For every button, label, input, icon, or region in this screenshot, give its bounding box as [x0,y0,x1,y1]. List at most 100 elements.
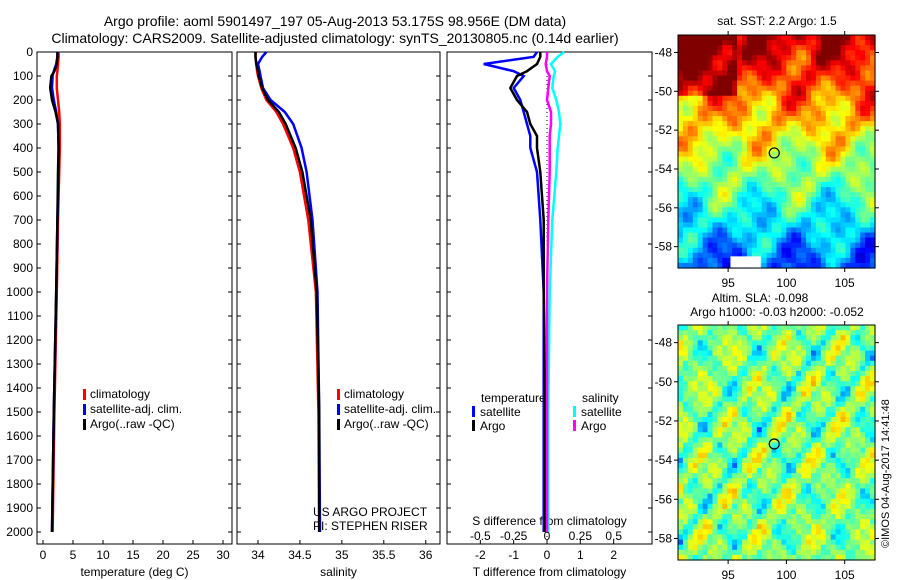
map-cell [692,544,699,551]
map-cell [801,360,807,367]
x-tick-label: 15 [126,548,140,562]
map-cell [732,222,738,229]
map-cell [776,401,783,408]
map-cell [806,156,812,163]
map-cell [746,146,753,153]
map-cell [850,156,856,163]
map-cell [737,186,743,193]
map-cell [692,50,699,56]
map-cell [766,126,773,132]
map-cell [771,340,778,347]
map-cell [712,365,718,372]
map-cell [751,350,758,357]
map-cell [835,493,842,500]
map-cell [761,432,768,438]
map-cell [840,212,847,218]
map-cell [697,126,704,132]
map-cell [707,156,714,163]
map-cell [781,493,787,500]
map-cell [707,554,714,561]
map-cell [840,105,847,112]
map-cell [776,110,783,117]
map-cell [702,131,709,137]
map-cell [781,396,787,403]
map-cell [870,141,876,148]
map-cell [845,262,851,269]
map-cell [860,85,866,92]
map-cell [776,519,783,525]
map-cell [835,524,842,530]
map-cell [751,534,758,541]
map-cell [737,345,743,352]
map-cell [761,45,768,51]
map-cell [771,514,778,520]
map-cell [707,519,714,525]
map-cell [850,35,856,41]
map-cell [746,386,753,393]
map-cell [746,422,753,428]
map-cell [712,529,718,536]
map-cell [806,192,812,198]
map-cell [707,422,714,428]
map-cell [786,126,792,132]
map-cell [830,116,837,122]
map-cell [865,462,871,469]
map-cell [746,171,753,178]
map-cell [737,242,743,249]
map-cell [865,192,871,198]
map-cell [791,386,797,393]
map-cell [786,370,792,377]
map-cell [692,131,699,137]
map-cell [865,391,871,398]
map-cell [801,146,807,153]
map-cell [791,447,797,454]
map-cell [820,95,827,102]
map-cell [850,146,856,153]
map-cell [756,411,763,418]
map-cell [678,381,684,387]
map-cell [840,55,847,61]
map-cell [806,355,812,362]
map-cell [781,40,787,46]
map-cell [727,488,733,495]
map-cell [791,539,797,546]
map-cell [766,217,773,224]
map-cell [830,549,837,556]
map-cell [712,146,718,153]
map-cell [746,529,753,536]
map-cell [796,493,802,500]
map-cell [707,411,714,418]
map-cell [850,335,856,341]
map-cell [737,534,743,541]
map-cell [835,212,842,218]
map-cell [796,360,802,367]
map-cell [766,503,773,510]
y-tick-label: 500 [13,165,33,179]
map-cell [855,55,861,61]
map-cell [682,217,689,224]
map-cell [776,483,783,490]
map-cell [806,335,812,341]
map-cell [830,340,837,347]
map-cell [732,478,738,484]
map-cell [722,35,728,41]
map-cell [801,508,807,515]
map-cell [702,197,709,203]
map-cell [707,171,714,178]
map-cell [845,437,851,444]
map-cell [801,401,807,408]
map-cell [732,100,738,107]
map-cell [746,330,753,336]
map-cell [845,131,851,137]
map-cell [845,340,851,347]
map-cell [815,335,822,341]
map-cell [678,151,684,158]
map-cell [860,105,866,112]
map-cell [697,141,704,148]
map-cell [692,411,699,418]
map-cell [835,45,842,51]
map-cell [712,524,718,530]
map-cell [781,437,787,444]
map-cell [727,381,733,387]
map-cell [766,65,773,72]
